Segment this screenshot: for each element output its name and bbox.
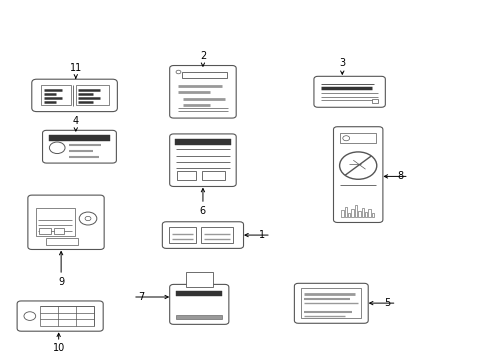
Bar: [371, 213, 373, 217]
FancyBboxPatch shape: [32, 79, 117, 112]
Text: 4: 4: [73, 116, 79, 126]
Bar: [54, 228, 63, 234]
Bar: [75, 85, 109, 105]
FancyBboxPatch shape: [169, 134, 236, 186]
Bar: [169, 227, 196, 243]
Bar: [367, 209, 370, 217]
Text: 7: 7: [139, 292, 144, 302]
Text: 8: 8: [396, 171, 402, 181]
Bar: [176, 291, 222, 296]
Bar: [36, 208, 75, 236]
FancyBboxPatch shape: [28, 195, 104, 249]
Bar: [340, 133, 375, 143]
Text: 5: 5: [384, 298, 390, 308]
Bar: [357, 211, 360, 217]
Text: 10: 10: [52, 343, 65, 354]
FancyBboxPatch shape: [294, 283, 367, 323]
Bar: [354, 205, 356, 217]
Text: 6: 6: [200, 206, 205, 216]
Bar: [351, 210, 353, 217]
Text: 9: 9: [58, 276, 64, 287]
FancyBboxPatch shape: [169, 66, 236, 118]
FancyBboxPatch shape: [17, 301, 103, 331]
FancyBboxPatch shape: [333, 127, 382, 222]
Bar: [364, 212, 366, 217]
Bar: [177, 171, 195, 180]
Bar: [301, 288, 361, 318]
Text: 1: 1: [259, 230, 264, 240]
Bar: [344, 207, 346, 217]
FancyBboxPatch shape: [162, 222, 243, 248]
Bar: [41, 85, 70, 105]
Text: 3: 3: [339, 58, 345, 68]
Bar: [201, 227, 233, 243]
Bar: [176, 315, 222, 319]
Text: 2: 2: [200, 51, 205, 61]
Bar: [361, 208, 363, 217]
Bar: [371, 99, 377, 103]
Bar: [347, 213, 350, 217]
Bar: [46, 238, 78, 245]
FancyBboxPatch shape: [42, 130, 116, 163]
Bar: [185, 272, 212, 287]
Bar: [202, 171, 225, 180]
Bar: [49, 135, 110, 141]
FancyBboxPatch shape: [169, 284, 228, 324]
FancyBboxPatch shape: [313, 76, 385, 107]
Bar: [182, 72, 227, 78]
Bar: [341, 210, 343, 217]
Text: 11: 11: [69, 63, 82, 73]
Bar: [39, 228, 51, 234]
Bar: [175, 139, 230, 145]
